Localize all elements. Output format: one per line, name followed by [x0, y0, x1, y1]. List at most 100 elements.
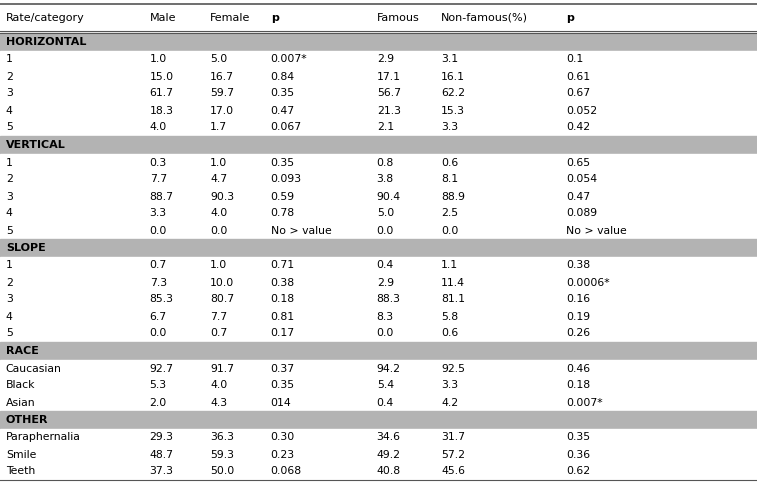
- Text: 3: 3: [6, 191, 13, 202]
- Bar: [0, 342, 757, 360]
- Text: 1.1: 1.1: [441, 260, 458, 271]
- Text: 0.37: 0.37: [271, 363, 295, 374]
- Text: 0.093: 0.093: [271, 175, 302, 184]
- Text: 0.054: 0.054: [566, 175, 597, 184]
- Text: 85.3: 85.3: [150, 294, 173, 305]
- Text: Asian: Asian: [6, 397, 36, 408]
- Text: 4: 4: [6, 209, 13, 218]
- Bar: [0, 463, 757, 480]
- Bar: [0, 429, 757, 446]
- Text: 2: 2: [6, 278, 13, 287]
- Text: 4: 4: [6, 312, 13, 321]
- Text: 0.46: 0.46: [566, 363, 590, 374]
- Text: 0.0: 0.0: [210, 225, 228, 236]
- Text: 0.30: 0.30: [271, 432, 295, 443]
- Bar: [0, 136, 757, 154]
- Text: 3: 3: [6, 89, 13, 99]
- Text: 40.8: 40.8: [377, 466, 401, 477]
- Bar: [0, 4, 757, 32]
- Text: RACE: RACE: [6, 346, 39, 356]
- Text: 0.0006*: 0.0006*: [566, 278, 609, 287]
- Text: 45.6: 45.6: [441, 466, 465, 477]
- Bar: [0, 85, 757, 102]
- Text: 0.007*: 0.007*: [566, 397, 603, 408]
- Text: 8.3: 8.3: [377, 312, 394, 321]
- Bar: [0, 257, 757, 274]
- Text: 59.7: 59.7: [210, 89, 234, 99]
- Bar: [0, 360, 757, 377]
- Text: 0.6: 0.6: [441, 328, 458, 339]
- Text: 1: 1: [6, 260, 13, 271]
- Text: Teeth: Teeth: [6, 466, 35, 477]
- Text: 0.4: 0.4: [377, 260, 394, 271]
- Text: 4: 4: [6, 106, 13, 115]
- Text: 0.35: 0.35: [271, 381, 295, 390]
- Bar: [0, 377, 757, 394]
- Text: 3.3: 3.3: [441, 122, 458, 133]
- Text: 0.7: 0.7: [150, 260, 167, 271]
- Text: 15.0: 15.0: [150, 71, 174, 81]
- Text: 16.7: 16.7: [210, 71, 234, 81]
- Text: 0.38: 0.38: [566, 260, 590, 271]
- Text: 4.3: 4.3: [210, 397, 227, 408]
- Text: 7.3: 7.3: [150, 278, 167, 287]
- Text: 0.65: 0.65: [566, 157, 590, 168]
- Text: 0.0: 0.0: [150, 328, 167, 339]
- Text: Paraphernalia: Paraphernalia: [6, 432, 81, 443]
- Text: 0.59: 0.59: [271, 191, 295, 202]
- Text: 0.38: 0.38: [271, 278, 295, 287]
- Text: 11.4: 11.4: [441, 278, 465, 287]
- Text: 17.1: 17.1: [377, 71, 400, 81]
- Text: 0.3: 0.3: [150, 157, 167, 168]
- Text: 3.3: 3.3: [150, 209, 167, 218]
- Text: 7.7: 7.7: [150, 175, 167, 184]
- Bar: [0, 119, 757, 136]
- Text: 0.089: 0.089: [566, 209, 597, 218]
- Text: Rate/category: Rate/category: [6, 13, 85, 23]
- Text: 94.2: 94.2: [377, 363, 400, 374]
- Text: 0.84: 0.84: [271, 71, 295, 81]
- Text: 3.1: 3.1: [441, 55, 458, 65]
- Text: 37.3: 37.3: [150, 466, 173, 477]
- Text: 0.4: 0.4: [377, 397, 394, 408]
- Text: 8.1: 8.1: [441, 175, 458, 184]
- Text: 0.0: 0.0: [377, 225, 394, 236]
- Text: HORIZONTAL: HORIZONTAL: [6, 37, 86, 47]
- Text: 0.18: 0.18: [271, 294, 295, 305]
- Text: OTHER: OTHER: [6, 415, 48, 425]
- Text: 0.47: 0.47: [566, 191, 590, 202]
- Text: 1.0: 1.0: [150, 55, 167, 65]
- Text: 0.61: 0.61: [566, 71, 590, 81]
- Text: 0.35: 0.35: [271, 89, 295, 99]
- Text: 4.0: 4.0: [150, 122, 167, 133]
- Bar: [0, 171, 757, 188]
- Text: 0.0: 0.0: [377, 328, 394, 339]
- Text: 10.0: 10.0: [210, 278, 235, 287]
- Text: Black: Black: [6, 381, 36, 390]
- Text: 59.3: 59.3: [210, 450, 234, 459]
- Text: No > value: No > value: [566, 225, 627, 236]
- Text: 0.007*: 0.007*: [271, 55, 307, 65]
- Text: 81.1: 81.1: [441, 294, 465, 305]
- Text: 4.7: 4.7: [210, 175, 227, 184]
- Text: 2.9: 2.9: [377, 278, 394, 287]
- Bar: [0, 102, 757, 119]
- Bar: [0, 308, 757, 325]
- Text: 0.47: 0.47: [271, 106, 295, 115]
- Text: 2.5: 2.5: [441, 209, 458, 218]
- Text: 2: 2: [6, 175, 13, 184]
- Text: 0.19: 0.19: [566, 312, 590, 321]
- Text: Smile: Smile: [6, 450, 36, 459]
- Text: 5.3: 5.3: [150, 381, 167, 390]
- Bar: [0, 291, 757, 308]
- Text: 5: 5: [6, 122, 13, 133]
- Text: 48.7: 48.7: [150, 450, 173, 459]
- Text: Caucasian: Caucasian: [6, 363, 61, 374]
- Bar: [0, 68, 757, 85]
- Text: 0.18: 0.18: [566, 381, 590, 390]
- Text: 6.7: 6.7: [150, 312, 167, 321]
- Bar: [0, 274, 757, 291]
- Text: 4.0: 4.0: [210, 209, 227, 218]
- Text: 3: 3: [6, 294, 13, 305]
- Text: 0.81: 0.81: [271, 312, 295, 321]
